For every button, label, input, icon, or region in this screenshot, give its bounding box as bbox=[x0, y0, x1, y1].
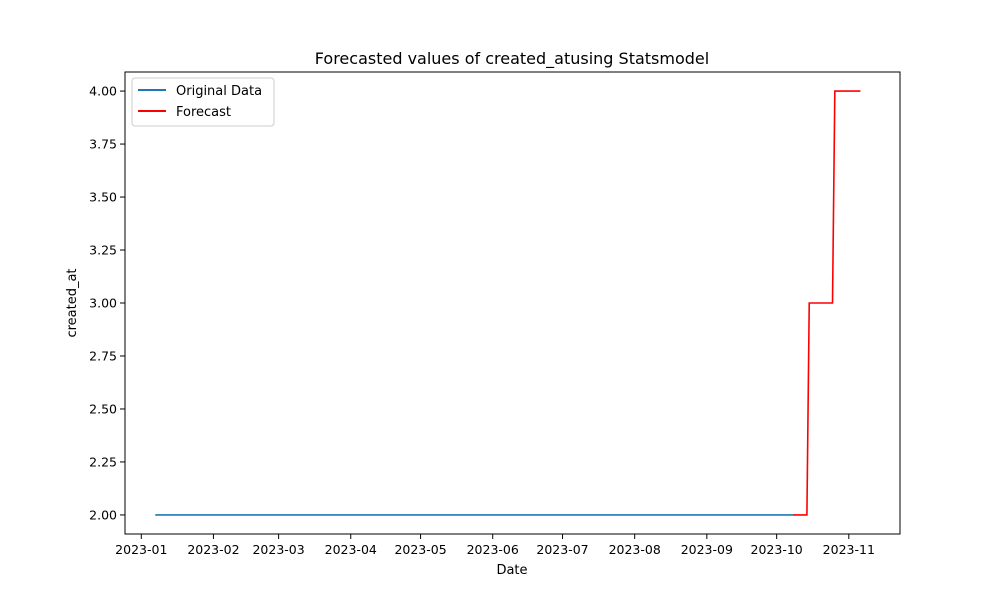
x-tick-label: 2023-05 bbox=[394, 542, 446, 557]
x-axis: 2023-01 2023-02 2023-03 2023-04 2023-05 2023-… bbox=[115, 534, 875, 557]
x-tick-label: 2023-11 bbox=[823, 542, 875, 557]
x-tick-label: 2023-07 bbox=[536, 542, 588, 557]
legend-label-forecast: Forecast bbox=[176, 105, 231, 120]
legend-box bbox=[131, 77, 275, 127]
y-axis-label: created_at bbox=[65, 268, 80, 337]
y-tick-label: 3.25 bbox=[89, 243, 117, 258]
legend: Original Data Forecast bbox=[131, 77, 275, 127]
y-tick-label: 2.50 bbox=[89, 401, 117, 416]
x-tick-label: 2023-09 bbox=[681, 542, 733, 557]
y-axis: 2.00 2.25 2.50 2.75 3.00 3.25 3.50 3.75 4.00 bbox=[89, 84, 125, 522]
x-tick-label: 2023-03 bbox=[252, 542, 304, 557]
chart-title: Forecasted values of created_atusing Sta… bbox=[315, 49, 709, 69]
series-line-forecast bbox=[792, 90, 861, 516]
x-tick-label: 2023-06 bbox=[467, 542, 519, 557]
x-tick-label: 2023-02 bbox=[187, 542, 239, 557]
y-tick-label: 2.25 bbox=[89, 454, 117, 469]
x-tick-label: 2023-01 bbox=[115, 542, 167, 557]
legend-label-original: Original Data bbox=[176, 84, 262, 99]
x-axis-label: Date bbox=[496, 563, 527, 578]
axes-frame bbox=[124, 71, 901, 535]
y-tick-label: 3.75 bbox=[89, 137, 117, 152]
y-tick-label: 3.50 bbox=[89, 190, 117, 205]
x-tick-label: 2023-10 bbox=[751, 542, 803, 557]
y-tick-label: 4.00 bbox=[89, 84, 117, 99]
y-tick-label: 3.00 bbox=[89, 296, 117, 311]
plot-area bbox=[155, 90, 861, 516]
y-tick-label: 2.75 bbox=[89, 348, 117, 363]
x-tick-label: 2023-08 bbox=[609, 542, 661, 557]
x-tick-label: 2023-04 bbox=[325, 542, 377, 557]
y-tick-label: 2.00 bbox=[89, 507, 117, 522]
